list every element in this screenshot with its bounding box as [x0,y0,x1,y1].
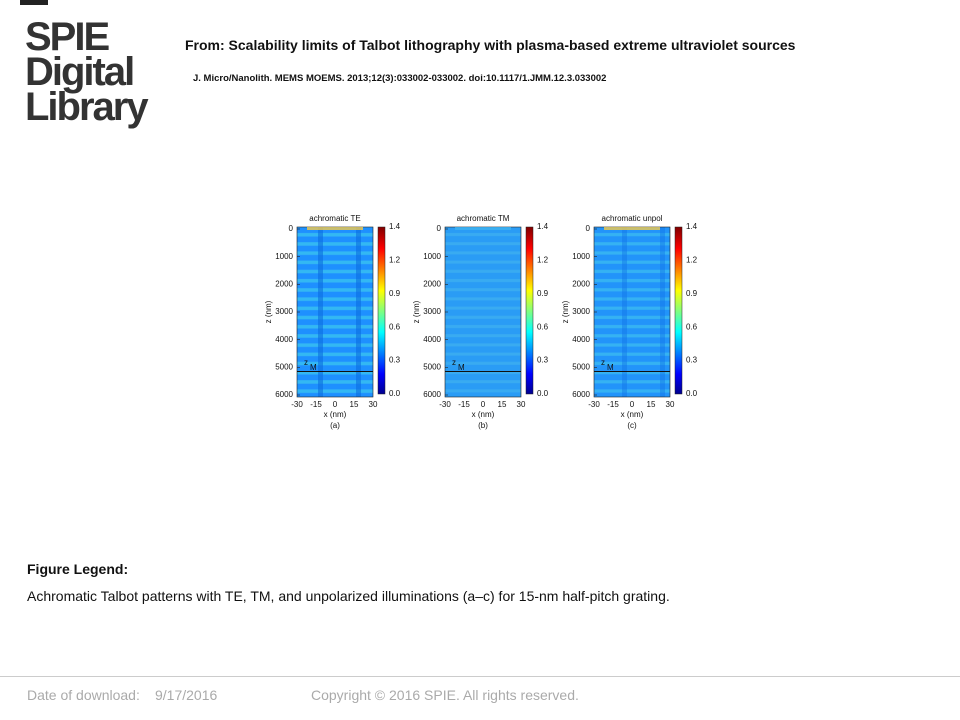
logo-line: Library [25,85,149,129]
colorbar-tick-label: 0.0 [686,389,698,398]
x-tick-label: 0 [630,400,635,409]
z-marker-sub: M [458,363,465,372]
logo-line: SPIE [25,15,110,59]
y-axis-label: z (nm) [264,300,273,323]
x-tick-label: 0 [333,400,338,409]
y-tick-label: 2000 [572,279,590,288]
panel-title: achromatic TM [457,214,510,223]
y-tick-label: 1000 [572,252,590,261]
x-tick-label: -15 [458,400,470,409]
hot-band [307,227,363,230]
panel-label: (b) [478,421,488,430]
x-tick-label: 15 [647,400,656,409]
header-title: From: Scalability limits of Talbot litho… [185,37,796,53]
date-label: Date of download: [27,687,140,703]
colorbar-tick-label: 0.3 [686,356,698,365]
y-tick-label: 6000 [572,390,590,399]
colorbar-tick-label: 0.6 [537,322,549,331]
colorbar [525,226,534,395]
legend-text: Achromatic Talbot patterns with TE, TM, … [27,588,670,604]
x-tick-label: 0 [481,400,486,409]
heatmap [296,226,374,398]
x-tick-label: -30 [291,400,303,409]
y-tick-label: 6000 [275,390,293,399]
colorbar-tick-label: 0.6 [686,322,698,331]
x-tick-label: 15 [498,400,507,409]
y-axis-label: z (nm) [561,300,570,323]
y-tick-label: 3000 [423,307,441,316]
x-tick-label: -15 [310,400,322,409]
x-tick-label: -30 [588,400,600,409]
colorbar [377,226,386,395]
panel-label: (a) [330,421,340,430]
hot-band [604,227,660,230]
heatmap [444,226,522,398]
x-tick-label: 30 [517,400,526,409]
x-tick-label: 30 [666,400,675,409]
colorbar [674,226,683,395]
x-axis-label: x (nm) [472,410,495,419]
x-tick-label: 30 [369,400,378,409]
logo-bar [20,0,48,5]
z-marker-sub: M [607,363,614,372]
y-tick-label: 1000 [423,252,441,261]
colorbar-tick-label: 1.4 [537,222,549,231]
y-tick-label: 4000 [275,335,293,344]
y-tick-label: 6000 [423,390,441,399]
y-tick-label: 2000 [423,279,441,288]
colorbar-tick-label: 0.0 [389,389,401,398]
date: 9/17/2016 [155,687,218,703]
footer-rule [0,676,960,677]
y-tick-label: 1000 [275,252,293,261]
y-tick-label: 4000 [423,335,441,344]
colorbar-tick-label: 1.2 [389,256,401,265]
colorbar-tick-label: 0.9 [537,289,549,298]
y-tick-label: 3000 [572,307,590,316]
colorbar-tick-label: 1.4 [389,222,401,231]
logo-line: Digital [25,50,135,94]
y-tick-label: 5000 [423,362,441,371]
colorbar-tick-label: 1.2 [537,256,549,265]
z-marker: z [304,358,308,367]
y-tick-label: 4000 [572,335,590,344]
y-axis-label: z (nm) [412,300,421,323]
y-tick-label: 5000 [275,362,293,371]
panel-title: achromatic unpol [602,214,663,223]
z-marker: z [601,358,605,367]
colorbar-tick-label: 0.6 [389,322,401,331]
heatmap [593,226,671,398]
colorbar-tick-label: 0.0 [537,389,549,398]
hot-band [455,227,511,230]
panel-label: (c) [627,421,637,430]
y-tick-label: 0 [437,224,442,233]
y-tick-label: 5000 [572,362,590,371]
x-tick-label: 15 [350,400,359,409]
colorbar-tick-label: 0.9 [389,289,401,298]
y-tick-label: 3000 [275,307,293,316]
y-tick-label: 2000 [275,279,293,288]
z-marker-sub: M [310,363,317,372]
colorbar-tick-label: 0.9 [686,289,698,298]
colorbar-tick-label: 1.4 [686,222,698,231]
citation: J. Micro/Nanolith. MEMS MOEMS. 2013;12(3… [193,73,607,84]
y-tick-label: 0 [586,224,591,233]
y-tick-label: 0 [289,224,294,233]
colorbar-tick-label: 0.3 [389,356,401,365]
panel-title: achromatic TE [309,214,360,223]
x-tick-label: -15 [607,400,619,409]
x-axis-label: x (nm) [621,410,644,419]
z-marker: z [452,358,456,367]
x-tick-label: -30 [439,400,451,409]
colorbar-tick-label: 1.2 [686,256,698,265]
legend-heading: Figure Legend: [27,561,129,577]
x-axis-label: x (nm) [324,410,347,419]
colorbar-tick-label: 0.3 [537,356,549,365]
copyright: Copyright © 2016 SPIE. All rights reserv… [311,687,579,703]
